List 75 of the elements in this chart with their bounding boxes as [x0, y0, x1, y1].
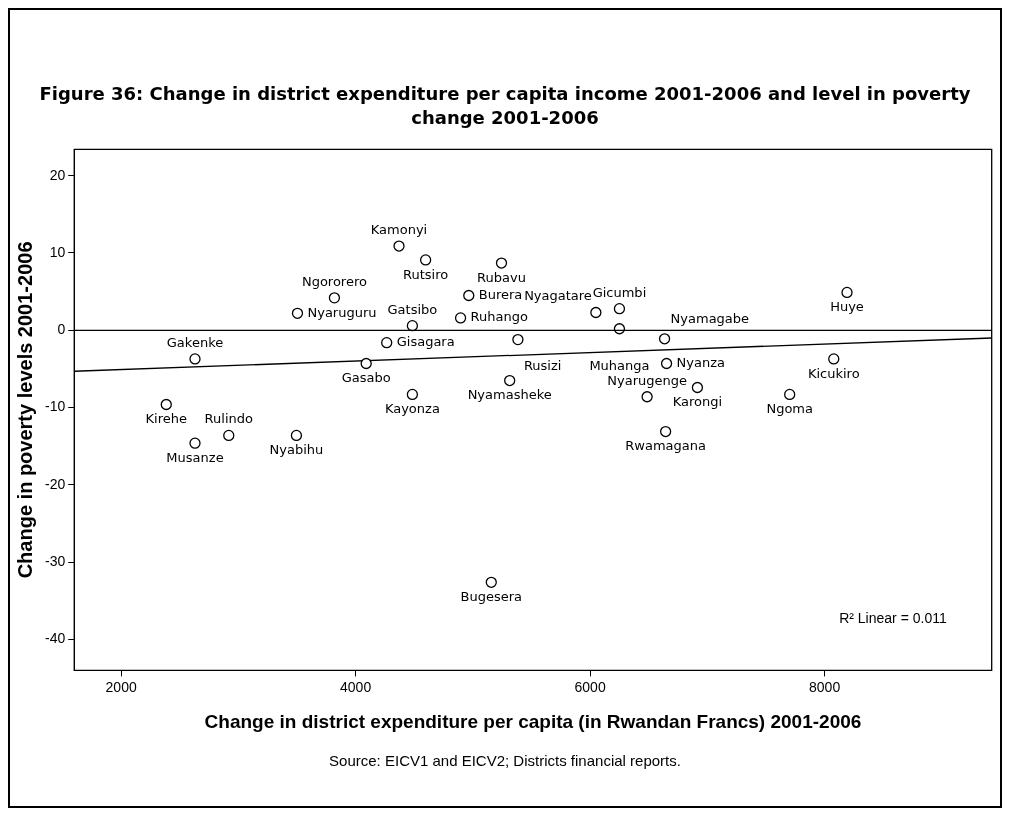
point: [841, 286, 853, 299]
y-tick-label: -40: [45, 630, 66, 647]
data-label: Rusizi: [523, 358, 562, 374]
x-tick-label: 2000: [105, 678, 137, 695]
source-note: Source: EICV1 and EICV2; Districts financial reports.: [328, 752, 682, 769]
point: [590, 306, 602, 319]
point: [463, 289, 475, 302]
data-label: Huye: [830, 299, 864, 315]
point: [659, 425, 672, 438]
point: [189, 437, 201, 449]
data-label: Musanze: [166, 450, 224, 466]
y-axis-title: Change in poverty levels 2001-2006: [13, 241, 36, 579]
x-axis-title: Change in district expenditure per capita (in Rwandan Francs) 2001-2006: [204, 710, 862, 732]
data-label: Nyabihu: [269, 442, 324, 458]
point: [504, 374, 516, 387]
data-label: Nyagatare: [524, 288, 592, 304]
annotation: R² Linear = 0.011: [839, 610, 947, 627]
y-tick-label: -30: [45, 553, 66, 570]
point: [189, 353, 201, 365]
point: [406, 319, 419, 332]
data-label: Nyamasheke: [467, 387, 552, 403]
x-tick-label: 4000: [340, 678, 372, 695]
point: [328, 292, 341, 304]
data-label: Bugesera: [460, 589, 523, 605]
y-tick-label: 20: [49, 166, 66, 183]
point: [784, 388, 796, 401]
x-tick-label: 8000: [809, 678, 841, 695]
data-label: Gisagara: [396, 334, 455, 350]
point: [495, 257, 508, 269]
point: [393, 240, 405, 252]
data-label: Kamonyi: [370, 221, 428, 237]
point: [828, 353, 840, 365]
data-label: Kicukiro: [807, 365, 860, 381]
point: [290, 429, 303, 442]
point: [454, 312, 467, 324]
y-tick-label: 0: [57, 321, 66, 338]
data-label: Gakenke: [166, 334, 224, 350]
point: [512, 333, 524, 346]
data-label: Ngororero: [301, 273, 367, 289]
data-label: Kirehe: [145, 411, 187, 427]
point: [485, 576, 497, 588]
y-tick-label: -20: [45, 475, 66, 492]
data-label: Ruhango: [470, 309, 528, 325]
point: [660, 357, 673, 370]
point: [613, 302, 626, 315]
data-label: Ngoma: [766, 401, 813, 417]
point: [360, 357, 372, 370]
point: [691, 381, 704, 394]
data-label: Rubavu: [477, 269, 526, 285]
data-label: Nyaruguru: [307, 304, 377, 320]
data-label: Nyanza: [676, 354, 725, 370]
data-label: Karongi: [672, 394, 723, 410]
y-tick-label: 10: [49, 243, 66, 260]
data-label: Nyamagabe: [670, 310, 750, 326]
data-label: Rulindo: [204, 411, 253, 427]
data-label: Burera: [478, 286, 523, 302]
data-label: Nyarugenge: [607, 372, 687, 388]
point: [291, 307, 304, 319]
point: [223, 429, 235, 442]
point: [641, 391, 653, 403]
point: [658, 333, 671, 345]
chart-title: Figure 36: Change in district expenditure per capita income 2001-2006 and level in poverty change 2001-2006: [38, 82, 972, 130]
data-label: Gasabo: [341, 370, 391, 386]
data-label: Muhanga: [589, 357, 650, 373]
point: [381, 337, 393, 349]
data-label: Rutsiro: [403, 266, 449, 282]
point: [160, 398, 172, 411]
data-label: Rwamagana: [625, 438, 706, 454]
data-label: Kayonza: [384, 401, 440, 417]
data-label: Gicumbi: [592, 284, 647, 300]
point: [419, 254, 432, 266]
x-tick-label: 6000: [574, 678, 606, 695]
y-tick-label: -10: [45, 398, 66, 415]
data-label: Gatsibo: [387, 301, 438, 317]
point: [406, 388, 419, 401]
